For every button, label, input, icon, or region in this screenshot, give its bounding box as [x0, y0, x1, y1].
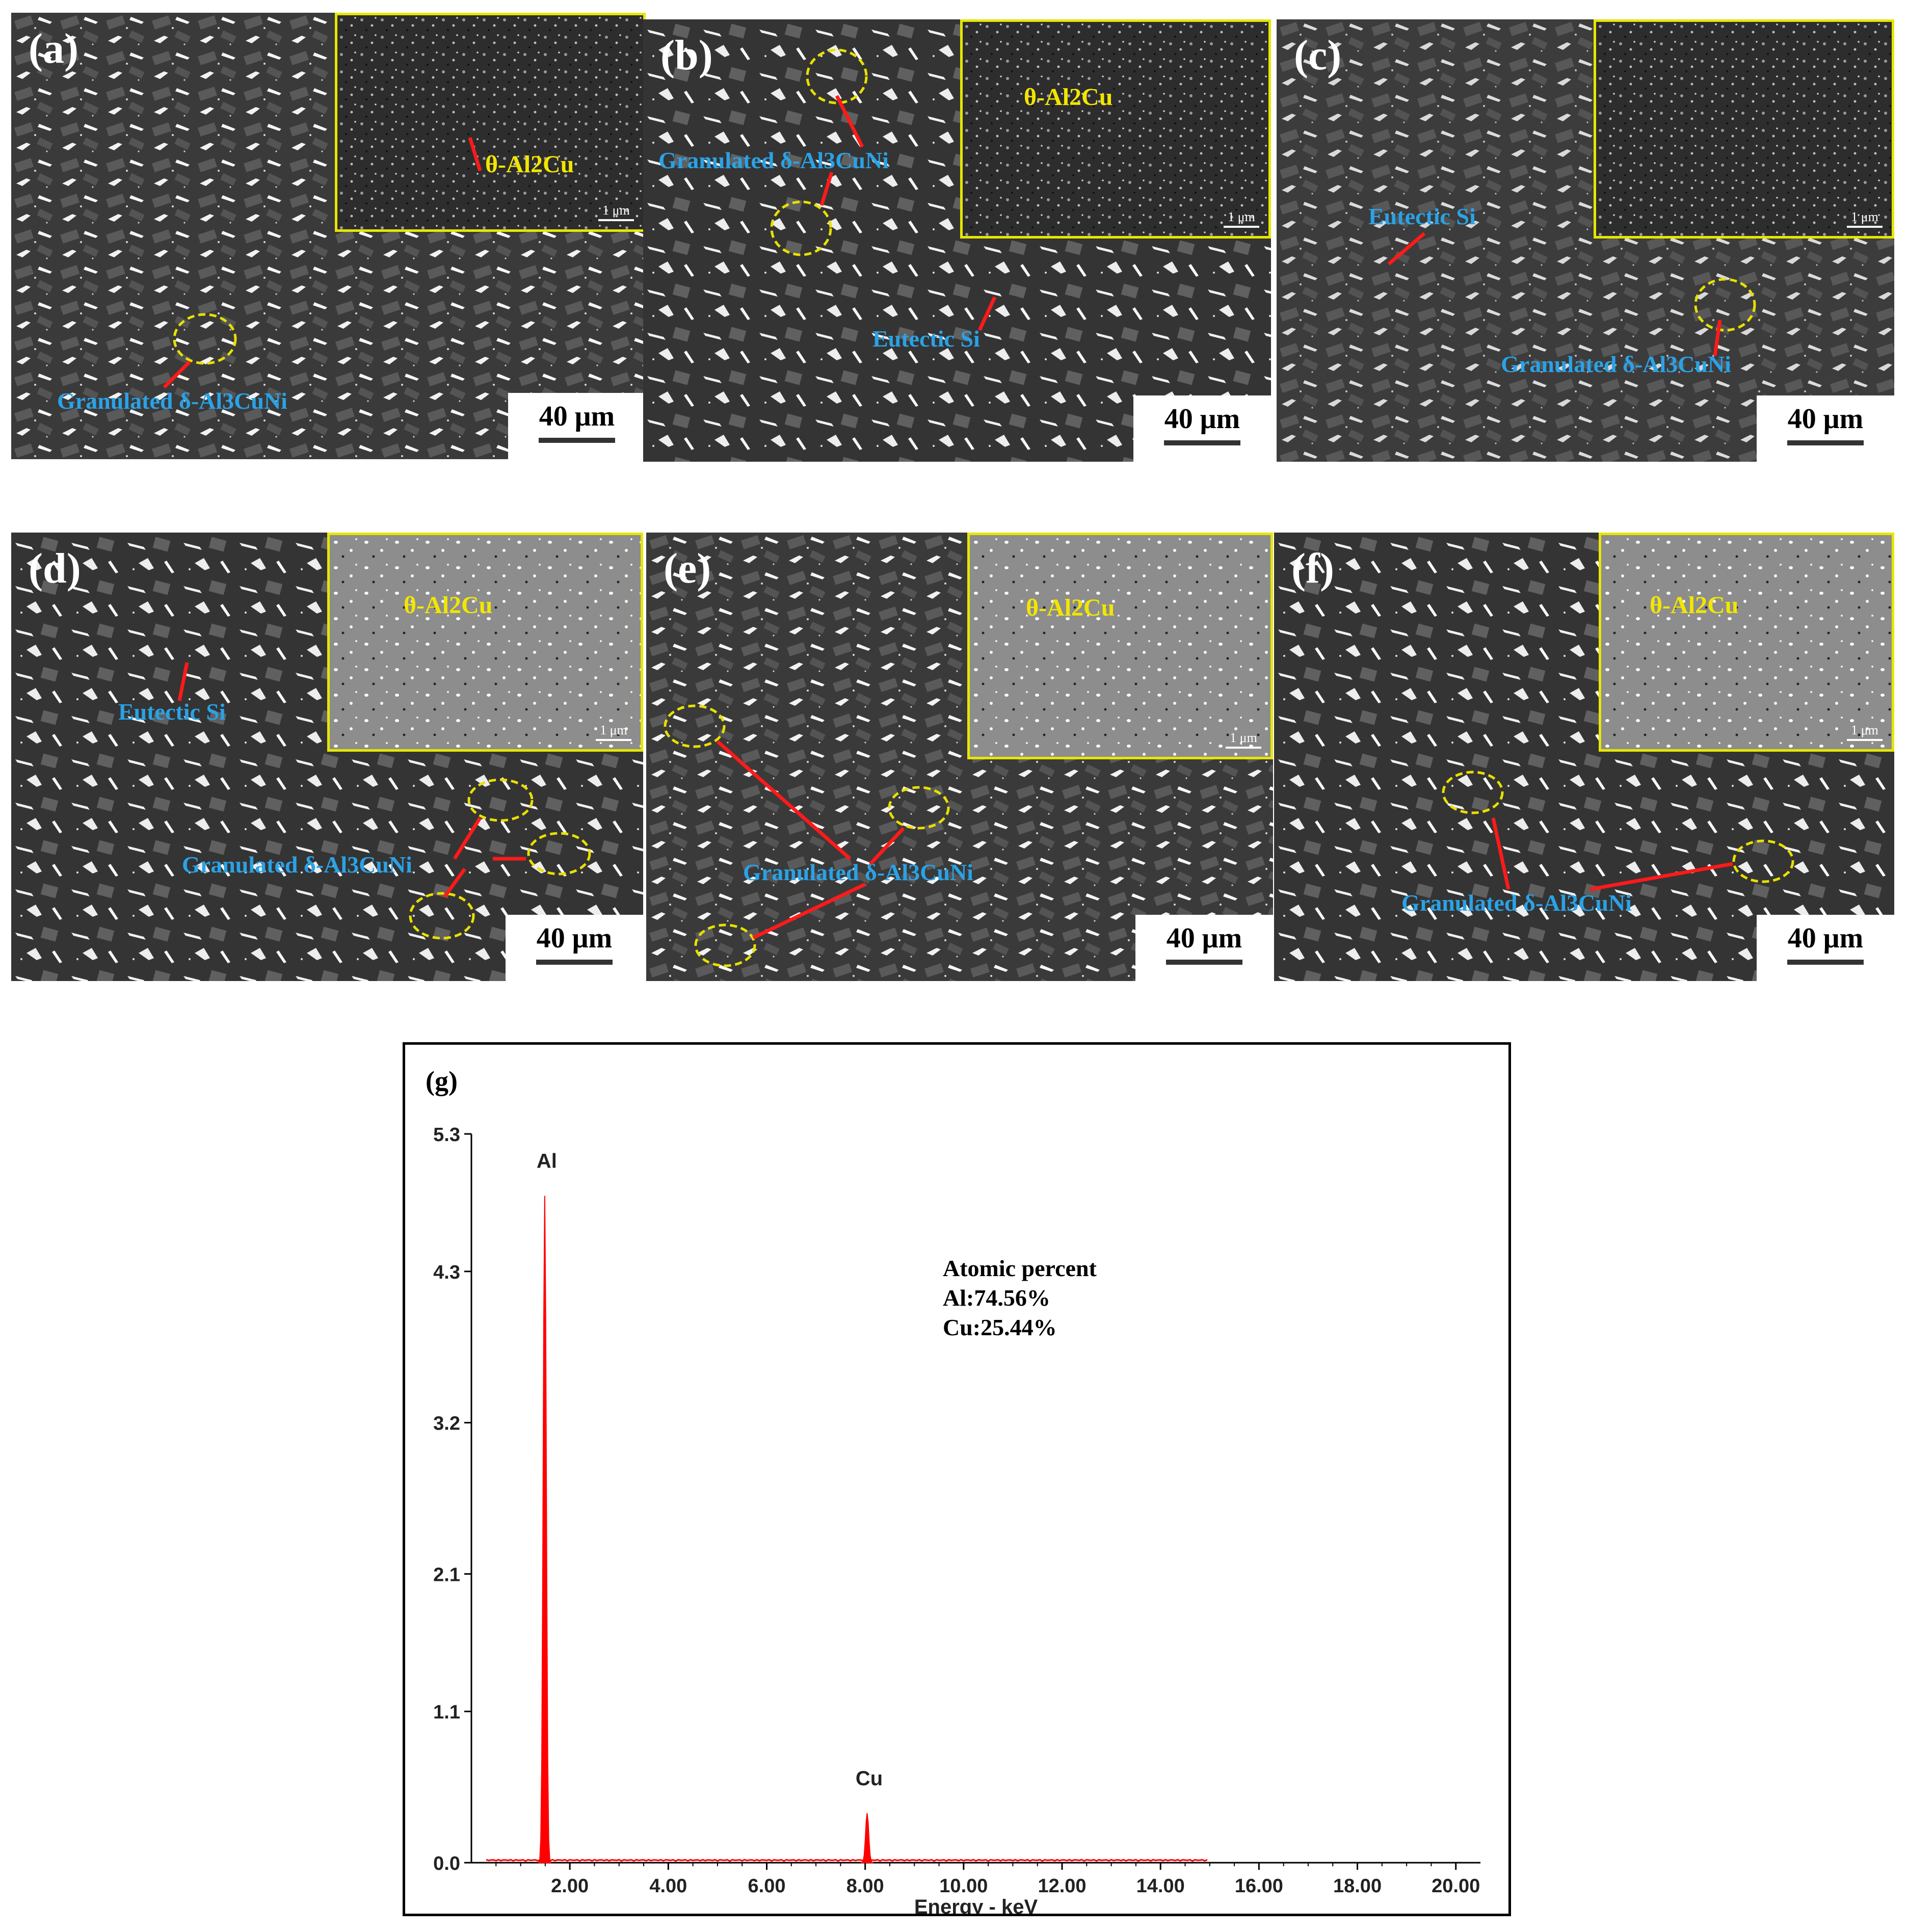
annotation-label: Granulated δ-Al3CuNi: [57, 388, 287, 414]
inset-scale-bar: 1 μm: [1226, 730, 1261, 749]
y-tick-label: 5.3: [433, 1124, 460, 1146]
x-tick-label: 18.00: [1333, 1875, 1382, 1897]
annotation-label: Eutectic Si: [118, 699, 226, 725]
annotation-label: Granulated δ-Al3CuNi: [1501, 351, 1731, 377]
annotation-label: Granulated δ-Al3CuNi: [1401, 890, 1632, 916]
sem-panel-f: (f) θ-Al2Cu 1 μm Granulated δ-Al3CuNi 40…: [1274, 533, 1894, 981]
inset-scale-bar: 1 μm: [1224, 209, 1259, 228]
inset-micrograph: θ-Al2Cu 1 μm: [335, 13, 646, 232]
inset-phase-label: θ-Al2Cu: [404, 592, 493, 619]
composition-box: Atomic percent Al:74.56% Cu:25.44%: [943, 1254, 1097, 1342]
x-tick-label: 10.00: [939, 1875, 988, 1897]
annotation-label: Eutectic Si: [1368, 203, 1476, 229]
inset-scale-bar: 1 μm: [1847, 723, 1883, 741]
peak-label-cu: Cu: [856, 1767, 883, 1790]
x-tick-label: 8.00: [846, 1875, 884, 1897]
inset-phase-label: θ-Al2Cu: [1024, 84, 1113, 111]
peak-label-al: Al: [537, 1150, 557, 1172]
panel-label: (b): [660, 32, 713, 79]
inset-phase-label: θ-Al2Cu: [1650, 592, 1739, 619]
spectrum-plot: 0.0 1.1 2.1 3.2 4.3 5.3 2.00 4.00 6.00 8.00 10.00 1…: [433, 1124, 1480, 1914]
panel-label: (a): [29, 25, 78, 72]
spectrum-peak-al: [538, 1196, 551, 1863]
inset-texture: [1596, 22, 1892, 236]
scale-bar: 40 μm: [1133, 395, 1271, 462]
inset-scale-bar: 1 μm: [598, 203, 634, 221]
sem-panel-d: (d) θ-Al2Cu 1 μm Eutectic Si Granulated …: [11, 533, 643, 981]
annotation-label: Granulated δ-Al3CuNi: [658, 147, 889, 173]
x-axis-label: Energy - keV: [914, 1896, 1038, 1914]
x-tick-label: 20.00: [1432, 1875, 1480, 1897]
inset-texture: [330, 535, 641, 749]
scale-bar: 40 μm: [506, 915, 643, 981]
inset-texture: [970, 535, 1270, 757]
x-tick-label: 12.00: [1038, 1875, 1086, 1897]
composition-al: Al:74.56%: [943, 1285, 1050, 1311]
inset-texture: [963, 22, 1268, 236]
scale-bar: 40 μm: [508, 393, 646, 459]
panel-label: (c): [1294, 32, 1342, 79]
inset-phase-label: θ-Al2Cu: [485, 151, 574, 178]
eds-spectrum-chart: (g) 0.0 1.1 2.1 3.2 4.3 5.3 2.00 4.00 6.00 8.00 10…: [403, 1042, 1511, 1916]
inset-micrograph: 1 μm: [1594, 19, 1894, 239]
inset-micrograph: θ-Al2Cu 1 μm: [327, 533, 643, 752]
inset-micrograph: θ-Al2Cu 1 μm: [1599, 533, 1894, 752]
inset-phase-label: θ-Al2Cu: [1026, 594, 1115, 621]
inset-scale-bar: 1 μm: [596, 723, 631, 741]
sem-panel-a: (a) θ-Al2Cu 1 μm Granulated δ-Al3CuNi 40…: [11, 13, 646, 459]
x-tick-label: 2.00: [551, 1875, 589, 1897]
x-tick-label: 16.00: [1235, 1875, 1283, 1897]
scale-bar: 40 μm: [1757, 915, 1894, 981]
scale-bar: 40 μm: [1757, 395, 1894, 462]
panel-label: (d): [29, 545, 81, 592]
sem-panel-e: (e) θ-Al2Cu 1 μm Granulated δ-Al3CuNi 40…: [646, 533, 1273, 981]
panel-label: (g): [426, 1066, 458, 1096]
inset-micrograph: θ-Al2Cu 1 μm: [960, 19, 1271, 239]
y-tick-label: 3.2: [433, 1413, 460, 1435]
y-tick-label: 1.1: [433, 1702, 460, 1723]
panel-label: (e): [664, 545, 711, 592]
sem-panel-c: (c) 1 μm Eutectic Si Granulated δ-Al3CuN…: [1277, 19, 1894, 462]
y-tick-label: 0.0: [433, 1853, 460, 1874]
inset-scale-bar: 1 μm: [1847, 209, 1883, 228]
x-tick-label: 4.00: [649, 1875, 687, 1897]
spectrum-baseline: [486, 1859, 1208, 1862]
composition-cu: Cu:25.44%: [943, 1314, 1057, 1340]
annotation-label: Granulated δ-Al3CuNi: [743, 859, 973, 885]
spectrum-peak-cu: [861, 1813, 874, 1863]
x-tick-label: 6.00: [748, 1875, 786, 1897]
panel-label: (f): [1291, 545, 1334, 592]
x-tick-label: 14.00: [1136, 1875, 1185, 1897]
inset-micrograph: θ-Al2Cu 1 μm: [967, 533, 1273, 759]
scale-bar: 40 μm: [1135, 915, 1273, 981]
sem-panel-b: (b) θ-Al2Cu 1 μm Granulated δ-Al3CuNi Eu…: [643, 19, 1271, 462]
annotation-label: Eutectic Si: [872, 326, 980, 352]
composition-title: Atomic percent: [943, 1255, 1097, 1281]
inset-texture: [337, 15, 643, 229]
y-tick-label: 2.1: [433, 1564, 460, 1585]
inset-texture: [1601, 535, 1892, 749]
annotation-label: Granulated δ-Al3CuNi: [182, 852, 412, 878]
y-tick-label: 4.3: [433, 1262, 460, 1283]
